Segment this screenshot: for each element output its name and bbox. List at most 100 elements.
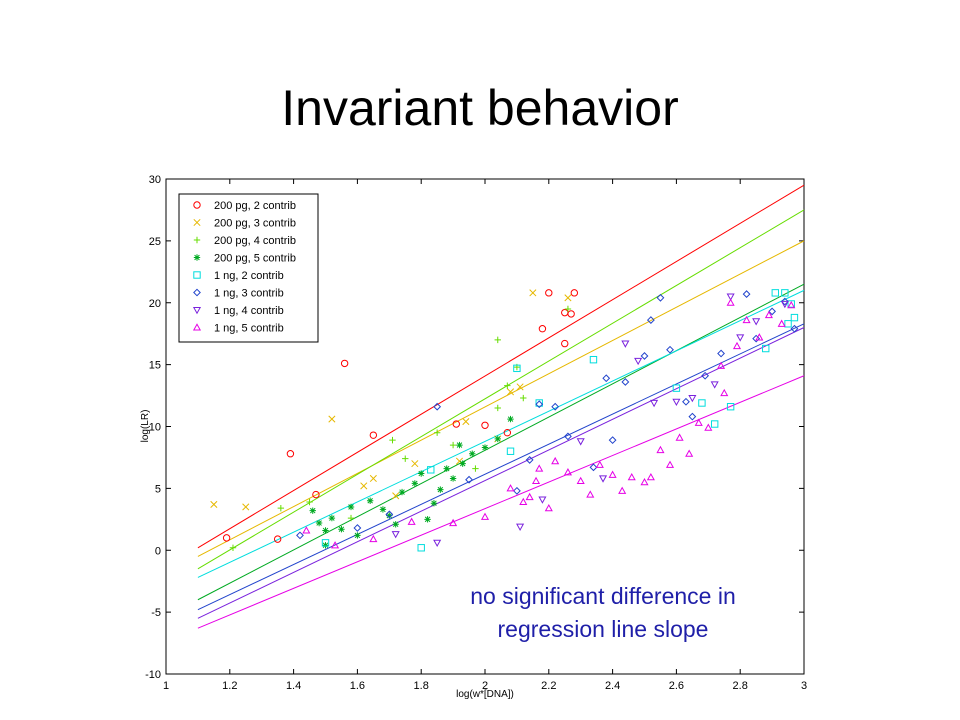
point-1-ng-5-contrib: [694, 418, 703, 426]
point-200-pg-4-contrib: [564, 305, 572, 313]
point-1-ng-2-contrib: [781, 289, 789, 297]
point-1-ng-3-contrib: [564, 432, 572, 441]
legend-marker-200-pg-3-contrib: [193, 218, 201, 227]
x-tick-label: 2: [482, 680, 488, 692]
point-1-ng-2-contrib: [784, 320, 792, 328]
point-200-pg-2-contrib: [369, 431, 378, 439]
y-tick-label: -10: [145, 669, 161, 681]
slide-title: Invariant behavior: [281, 80, 679, 136]
x-tick-label: 1.8: [414, 680, 429, 692]
point-1-ng-4-contrib: [634, 357, 643, 366]
point-1-ng-3-contrib: [551, 402, 560, 411]
point-1-ng-3-contrib: [682, 397, 690, 406]
point-200-pg-3-contrib: [392, 492, 400, 500]
point-1-ng-4-contrib: [752, 318, 761, 326]
point-200-pg-4-contrib: [433, 429, 441, 436]
legend-marker-1-ng-2-contrib: [193, 271, 201, 279]
point-200-pg-5-contrib: [338, 526, 345, 533]
point-1-ng-5-contrib: [627, 473, 636, 481]
x-tick-label: 2.2: [541, 680, 556, 692]
legend-marker-1-ng-3-contrib: [193, 288, 201, 297]
point-200-pg-5-contrib: [322, 527, 329, 534]
point-1-ng-3-contrib: [385, 510, 394, 519]
point-200-pg-2-contrib: [538, 325, 547, 333]
fit-line-200-pg-3-contrib: [197, 240, 805, 557]
point-1-ng-5-contrib: [586, 490, 595, 498]
point-1-ng-5-contrib: [640, 477, 649, 486]
x-tick-label: 1: [163, 680, 169, 692]
point-1-ng-4-contrib: [710, 381, 719, 389]
point-1-ng-3-contrib: [353, 524, 362, 532]
point-1-ng-5-contrib: [787, 300, 796, 309]
legend-label-200-pg-4-contrib: 200 pg, 4 contrib: [214, 235, 296, 247]
point-200-pg-4-contrib: [449, 441, 457, 449]
point-200-pg-5-contrib: [507, 415, 514, 423]
point-1-ng-5-contrib: [576, 476, 585, 485]
axis-ticks: 1 1.2 1.4 1.6 1.8 2 2.2 2.4 2.6 2.8 3 -10 -5 0 5 10 15 20…: [145, 174, 807, 692]
legend-box: [178, 193, 319, 343]
point-200-pg-4-contrib: [472, 465, 479, 472]
data-points: [210, 289, 799, 552]
point-1-ng-5-contrib: [685, 449, 694, 457]
point-200-pg-5-contrib: [309, 507, 316, 514]
point-1-ng-5-contrib: [302, 526, 311, 534]
point-1-ng-3-contrib: [512, 486, 521, 495]
point-200-pg-5-contrib: [424, 516, 431, 523]
x-tick-label: 1.6: [350, 680, 365, 692]
point-1-ng-2-contrib: [427, 466, 435, 474]
y-tick-label: 10: [149, 422, 161, 434]
point-1-ng-5-contrib: [646, 473, 655, 481]
point-200-pg-2-contrib: [503, 428, 512, 437]
point-200-pg-2-contrib: [340, 359, 349, 368]
point-200-pg-5-contrib: [398, 488, 406, 496]
point-200-pg-3-contrib: [564, 294, 572, 302]
point-1-ng-3-contrib: [602, 374, 611, 383]
point-200-pg-2-contrib: [545, 289, 553, 297]
point-1-ng-2-contrib: [535, 399, 543, 407]
point-1-ng-2-contrib: [513, 364, 521, 373]
point-1-ng-3-contrib: [433, 402, 442, 411]
point-1-ng-5-contrib: [449, 518, 458, 527]
point-1-ng-5-contrib: [608, 470, 617, 478]
point-1-ng-4-contrib: [516, 523, 525, 531]
fit-line-1-ng-5-contrib: [197, 375, 805, 629]
point-1-ng-5-contrib: [742, 315, 751, 324]
fit-line-200-pg-4-contrib: [197, 209, 805, 570]
point-200-pg-3-contrib: [529, 289, 537, 297]
point-1-ng-5-contrib: [656, 445, 665, 454]
point-1-ng-5-contrib: [551, 456, 560, 465]
point-200-pg-5-contrib: [354, 532, 361, 539]
point-1-ng-5-contrib: [675, 433, 684, 441]
point-200-pg-5-contrib: [430, 500, 438, 507]
point-200-pg-2-contrib: [222, 534, 231, 542]
point-200-pg-5-contrib: [418, 470, 425, 477]
point-1-ng-3-contrib: [742, 290, 751, 298]
point-1-ng-2-contrib: [710, 420, 719, 428]
point-1-ng-2-contrib: [787, 300, 795, 308]
point-1-ng-3-contrib: [666, 345, 674, 354]
point-1-ng-3-contrib: [780, 297, 789, 306]
point-1-ng-2-contrib: [771, 289, 779, 297]
fit-line-1-ng-3-contrib: [197, 323, 805, 611]
point-200-pg-3-contrib: [360, 482, 368, 490]
point-1-ng-5-contrib: [519, 497, 528, 506]
point-200-pg-3-contrib: [506, 388, 515, 396]
legend-marker-200-pg-5-contrib: [193, 254, 201, 261]
x-tick-label: 1.2: [222, 680, 237, 692]
point-1-ng-2-contrib: [790, 313, 799, 322]
point-1-ng-3-contrib: [701, 371, 710, 380]
x-tick-label: 2.6: [669, 680, 684, 692]
point-1-ng-2-contrib: [698, 399, 706, 407]
point-1-ng-5-contrib: [618, 486, 627, 494]
legend-marker-200-pg-2-contrib: [193, 201, 201, 209]
legend: 200 pg, 2 contrib 200 pg, 3 contrib 200 pg…: [178, 193, 319, 343]
point-200-pg-4-contrib: [494, 336, 501, 344]
point-1-ng-5-contrib: [369, 534, 378, 543]
point-1-ng-5-contrib: [755, 333, 764, 341]
point-200-pg-4-contrib: [306, 498, 313, 506]
point-1-ng-4-contrib: [736, 334, 745, 342]
point-200-pg-2-contrib: [286, 450, 295, 458]
point-200-pg-3-contrib: [516, 383, 524, 391]
point-200-pg-5-contrib: [459, 460, 466, 467]
point-1-ng-3-contrib: [656, 293, 665, 302]
